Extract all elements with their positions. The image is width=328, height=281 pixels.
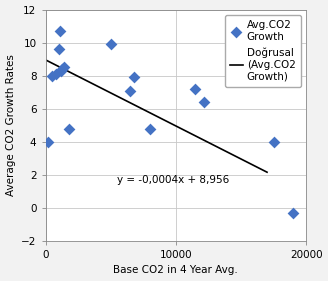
Avg.CO2
Growth xyxy=(202,100,207,104)
Avg.CO2
Growth xyxy=(58,69,64,73)
Avg.CO2
Growth xyxy=(132,75,137,80)
Avg.CO2
Growth xyxy=(56,47,61,51)
Avg.CO2
Growth xyxy=(271,139,276,144)
Avg.CO2
Growth xyxy=(50,73,55,78)
Avg.CO2
Growth xyxy=(61,65,66,70)
Y-axis label: Average CO2 Growth Rates: Average CO2 Growth Rates xyxy=(6,54,15,196)
Legend: Avg.CO2
Growth, Doğrusal
(Avg.CO2
Growth): Avg.CO2 Growth, Doğrusal (Avg.CO2 Growth… xyxy=(225,15,301,87)
Avg.CO2
Growth xyxy=(147,126,153,131)
Avg.CO2
Growth xyxy=(53,72,59,76)
Avg.CO2
Growth xyxy=(108,42,113,46)
Avg.CO2
Growth xyxy=(57,29,62,33)
Avg.CO2
Growth xyxy=(291,210,296,215)
Avg.CO2
Growth xyxy=(128,88,133,93)
Text: y = -0,0004x + 8,956: y = -0,0004x + 8,956 xyxy=(117,175,229,185)
X-axis label: Base CO2 in 4 Year Avg.: Base CO2 in 4 Year Avg. xyxy=(113,266,238,275)
Avg.CO2
Growth xyxy=(60,67,65,71)
Avg.CO2
Growth xyxy=(66,126,72,131)
Avg.CO2
Growth xyxy=(46,139,51,144)
Avg.CO2
Growth xyxy=(193,87,198,91)
